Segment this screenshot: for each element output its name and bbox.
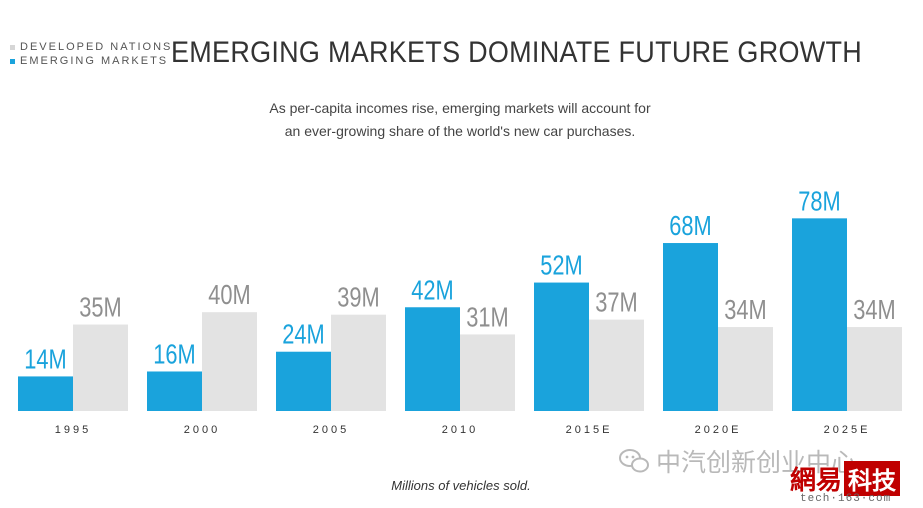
- legend-item-emerging: EMERGING MARKETS: [10, 54, 172, 68]
- legend-label-emerging: EMERGING MARKETS: [20, 55, 169, 67]
- data-label-developed-2005: 39M: [337, 282, 379, 313]
- bar-developed-2015E: [589, 319, 644, 411]
- bar-chart: 14M 35M 1995 16M 40M 2000 24M 39M 2005 42M 31M 2010…: [18, 186, 902, 436]
- x-tick-label-2000: 2000: [184, 424, 220, 436]
- bar-developed-2000: [202, 312, 257, 411]
- data-label-emerging-2005: 24M: [282, 319, 324, 350]
- watermark-text: 中汽创新创业中心: [656, 449, 857, 477]
- bar-emerging-1995: [18, 376, 73, 411]
- x-tick-label-2015E: 2015E: [566, 424, 613, 436]
- data-label-developed-1995: 35M: [79, 292, 121, 323]
- bar-developed-2025E: [847, 327, 902, 411]
- subtitle-line-1: As per-capita incomes rise, emerging mar…: [269, 100, 651, 116]
- x-tick-label-2025E: 2025E: [824, 424, 871, 436]
- data-label-developed-2015E: 37M: [595, 287, 637, 318]
- bar-emerging-2025E: [792, 218, 847, 411]
- bar-emerging-2010: [405, 307, 460, 411]
- x-tick-label-2010: 2010: [442, 424, 478, 436]
- chat-bubbles-icon: [619, 449, 649, 473]
- logo-text-part1: 網易: [790, 466, 843, 495]
- data-label-emerging-2015E: 52M: [540, 250, 582, 281]
- bar-emerging-2005: [276, 351, 331, 411]
- legend-swatch-emerging: [10, 58, 15, 64]
- data-label-emerging-2025E: 78M: [798, 186, 840, 217]
- data-label-emerging-1995: 14M: [24, 344, 66, 375]
- data-label-emerging-2020E: 68M: [669, 211, 711, 242]
- bar-emerging-2015E: [534, 282, 589, 411]
- bar-developed-2020E: [718, 327, 773, 411]
- x-tick-label-2020E: 2020E: [695, 424, 742, 436]
- chart-subtitle: As per-capita incomes rise, emerging mar…: [220, 97, 700, 143]
- x-tick-label-1995: 1995: [55, 424, 91, 436]
- bar-developed-2005: [331, 314, 386, 411]
- watermark: 中汽创新创业中心: [618, 443, 856, 479]
- data-label-emerging-2000: 16M: [153, 339, 195, 370]
- logo-text-part2: 科技: [844, 461, 901, 496]
- brand-logo: 網易 科技: [790, 460, 901, 497]
- bar-emerging-2020E: [663, 243, 718, 411]
- bar-developed-2010: [460, 334, 515, 411]
- chart-title: EMERGING MARKETS DOMINATE FUTURE GROWTH: [171, 36, 863, 69]
- data-label-developed-2000: 40M: [208, 280, 250, 311]
- subtitle-line-2: an ever-growing share of the world's new…: [284, 123, 636, 139]
- bar-emerging-2000: [147, 371, 202, 411]
- data-label-developed-2010: 31M: [466, 302, 508, 333]
- legend-swatch-developed: [10, 44, 15, 50]
- chart-caption: Millions of vehicles sold.: [391, 478, 531, 493]
- data-label-emerging-2010: 42M: [411, 275, 453, 306]
- data-label-developed-2020E: 34M: [724, 294, 766, 325]
- legend-label-developed: DEVELOPED NATIONS: [20, 41, 173, 53]
- data-label-developed-2025E: 34M: [853, 294, 895, 325]
- legend-item-developed: DEVELOPED NATIONS: [10, 40, 172, 54]
- bar-developed-1995: [73, 324, 128, 411]
- x-tick-label-2005: 2005: [313, 424, 349, 436]
- logo-subtext: tech·163·com: [800, 493, 892, 505]
- chart-legend: DEVELOPED NATIONS EMERGING MARKETS: [10, 40, 172, 68]
